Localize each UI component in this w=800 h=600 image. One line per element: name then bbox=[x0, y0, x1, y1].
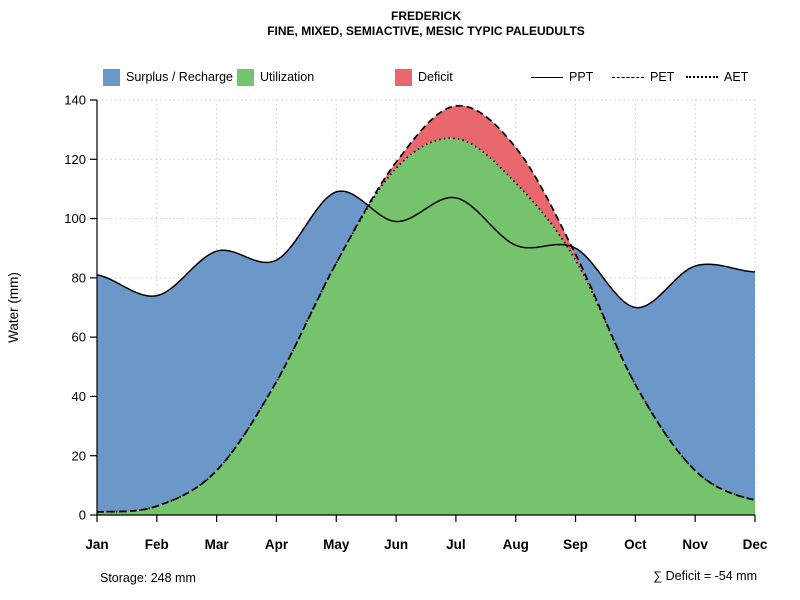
y-tick-label: 120 bbox=[64, 152, 86, 167]
aet-line-icon bbox=[686, 76, 718, 78]
legend-item-surplus: Surplus / Recharge bbox=[103, 68, 233, 86]
surplus-label: Surplus / Recharge bbox=[126, 70, 234, 84]
surplus-area bbox=[97, 105, 755, 512]
legend-item-deficit: Deficit bbox=[395, 68, 453, 86]
x-tick-label: Mar bbox=[205, 537, 230, 552]
y-tick-label: 80 bbox=[72, 270, 86, 285]
x-tick-label: Oct bbox=[624, 537, 647, 552]
x-tick-label: Jul bbox=[446, 537, 466, 552]
y-tick-label: 100 bbox=[64, 211, 86, 226]
ppt-line-icon bbox=[531, 76, 563, 78]
x-tick-label: Apr bbox=[265, 537, 289, 552]
surplus-swatch bbox=[103, 68, 120, 86]
x-tick-label: Jan bbox=[85, 537, 108, 552]
legend-item-aet: AET bbox=[686, 68, 748, 86]
storage-annotation: Storage: 248 mm bbox=[100, 571, 196, 585]
page-title: FREDERICK bbox=[390, 9, 461, 23]
chart-legend: Surplus / Recharge Utilization Deficit P… bbox=[0, 68, 800, 88]
x-tick-label: Sep bbox=[563, 537, 588, 552]
y-axis-label: Water (mm) bbox=[6, 272, 21, 343]
pet-line-icon bbox=[612, 76, 644, 78]
y-tick-label: 0 bbox=[79, 508, 86, 523]
y-tick-label: 40 bbox=[72, 389, 86, 404]
x-tick-label: Aug bbox=[503, 537, 529, 552]
x-tick-label: Jun bbox=[384, 537, 408, 552]
ppt-label: PPT bbox=[569, 70, 594, 84]
x-tick-label: Nov bbox=[682, 537, 708, 552]
ppt-line bbox=[96, 190, 756, 309]
legend-item-utilization: Utilization bbox=[237, 68, 314, 86]
chart-titles: FREDERICK FINE, MIXED, SEMIACTIVE, MESIC… bbox=[97, 9, 755, 39]
utilization-area bbox=[97, 138, 755, 515]
aet-line bbox=[96, 137, 756, 513]
x-tick-label: Feb bbox=[145, 537, 169, 552]
x-tick-label: May bbox=[323, 537, 350, 552]
aet-label: AET bbox=[724, 70, 749, 84]
deficit-sum-annotation: ∑ Deficit = -54 mm bbox=[653, 569, 757, 583]
deficit-label: Deficit bbox=[418, 70, 453, 84]
y-tick-label: 20 bbox=[72, 448, 86, 463]
legend-item-pet: PET bbox=[612, 68, 674, 86]
page-subtitle: FINE, MIXED, SEMIACTIVE, MESIC TYPIC PAL… bbox=[267, 24, 585, 38]
utilization-swatch bbox=[237, 68, 254, 86]
deficit-swatch bbox=[395, 68, 412, 86]
legend-item-ppt: PPT bbox=[531, 68, 593, 86]
y-tick-label: 60 bbox=[72, 330, 86, 345]
x-tick-label: Dec bbox=[743, 537, 768, 552]
y-tick-label: 140 bbox=[64, 93, 86, 108]
utilization-label: Utilization bbox=[260, 70, 315, 84]
pet-label: PET bbox=[650, 70, 675, 84]
